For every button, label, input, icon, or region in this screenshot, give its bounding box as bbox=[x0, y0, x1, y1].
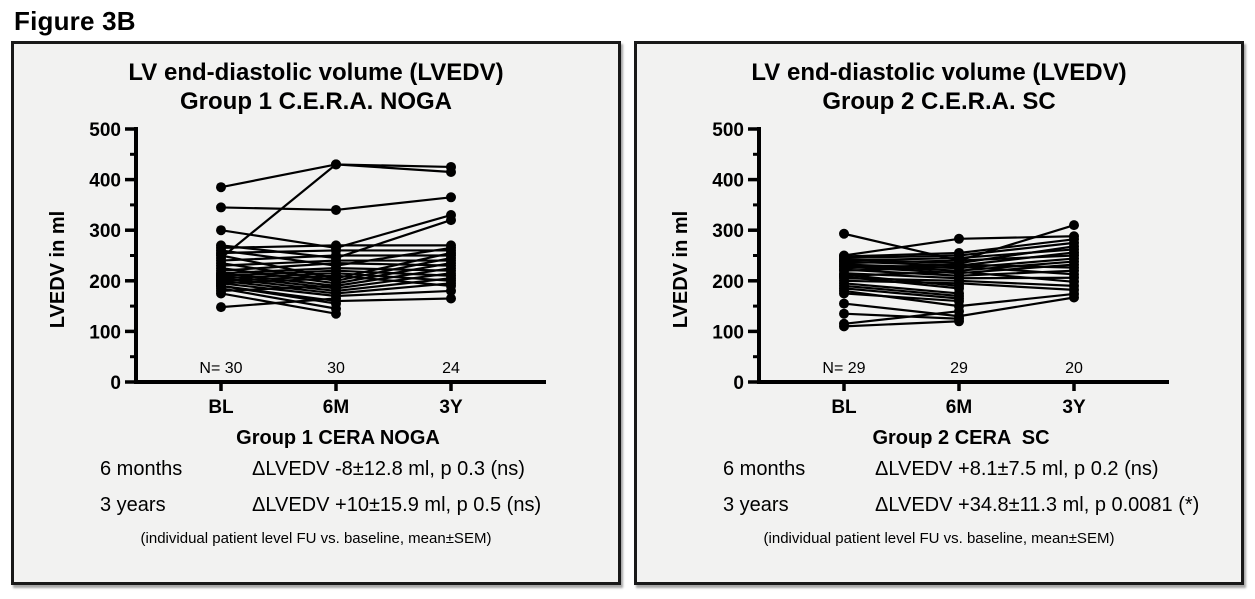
svg-text:BL: BL bbox=[208, 397, 234, 418]
stat-label: 6 months bbox=[100, 457, 183, 480]
stat-row-6-months: 6 months ΔLVEDV -8±12.8 ml, p 0.3 (ns) bbox=[100, 458, 618, 481]
svg-text:500: 500 bbox=[712, 120, 744, 141]
patient-series bbox=[839, 219, 1079, 331]
svg-text:100: 100 bbox=[89, 322, 121, 343]
svg-text:Group 2 CERA SC: Group 2 CERA SC bbox=[872, 427, 1049, 449]
svg-text:6M: 6M bbox=[323, 397, 349, 418]
stat-row-3-years: 3 years ΔLVEDV +34.8±11.3 ml, p 0.0081 (… bbox=[723, 494, 1241, 517]
stat-label: 6 months bbox=[723, 457, 806, 480]
panel-group1-title-line1: LV end-diastolic volume (LVEDV) bbox=[128, 59, 504, 86]
svg-text:0: 0 bbox=[110, 373, 121, 394]
stat-label: 3 years bbox=[723, 493, 789, 516]
svg-text:0: 0 bbox=[733, 373, 744, 394]
svg-text:BL: BL bbox=[831, 397, 857, 418]
svg-text:20: 20 bbox=[1065, 360, 1083, 377]
svg-text:300: 300 bbox=[89, 221, 121, 242]
panels-container: LV end-diastolic volume (LVEDV) Group 1 … bbox=[0, 41, 1255, 585]
panel-group2-stats: 6 months ΔLVEDV +8.1±7.5 ml, p 0.2 (ns) … bbox=[637, 458, 1241, 517]
patient-series bbox=[216, 158, 456, 319]
svg-text:Group 1 CERA NOGA: Group 1 CERA NOGA bbox=[236, 427, 440, 449]
panel-group2: LV end-diastolic volume (LVEDV) Group 2 … bbox=[634, 41, 1244, 585]
stat-value: ΔLVEDV +8.1±7.5 ml, p 0.2 (ns) bbox=[875, 457, 1159, 480]
svg-text:30: 30 bbox=[327, 360, 345, 377]
axes: 0 100 200 300 400 500 BL 6M 3Y N= 30 30 24 Group 1 C… bbox=[47, 120, 546, 449]
svg-text:24: 24 bbox=[442, 360, 460, 377]
svg-text:3Y: 3Y bbox=[1062, 397, 1086, 418]
panel-group2-footnote: (individual patient level FU vs. baselin… bbox=[763, 529, 1115, 547]
stat-row-6-months: 6 months ΔLVEDV +8.1±7.5 ml, p 0.2 (ns) bbox=[723, 458, 1241, 481]
svg-text:3Y: 3Y bbox=[439, 397, 463, 418]
svg-text:200: 200 bbox=[712, 271, 744, 292]
svg-text:LVEDV in ml: LVEDV in ml bbox=[47, 210, 69, 327]
figure-label: Figure 3B bbox=[14, 6, 136, 36]
svg-text:300: 300 bbox=[712, 221, 744, 242]
stat-value: ΔLVEDV +10±15.9 ml, p 0.5 (ns) bbox=[252, 493, 542, 516]
lvedv-spaghetti-chart-group2: 0 100 200 300 400 500 BL 6M 3Y N= 29 29 20 Group 2 C… bbox=[670, 120, 1169, 449]
panel-group1-stats: 6 months ΔLVEDV -8±12.8 ml, p 0.3 (ns) 3… bbox=[14, 458, 618, 517]
panel-group1-title-line2: Group 1 C.E.R.A. NOGA bbox=[179, 88, 452, 116]
panel-group1-title: LV end-diastolic volume (LVEDV) Group 1 … bbox=[14, 58, 618, 117]
lvedv-spaghetti-chart-group1: 0 100 200 300 400 500 BL 6M 3Y N= 30 30 24 Group 1 C… bbox=[47, 120, 546, 449]
svg-text:N= 30: N= 30 bbox=[199, 360, 242, 377]
panel-group2-title: LV end-diastolic volume (LVEDV) Group 2 … bbox=[637, 58, 1241, 117]
panel-group1: LV end-diastolic volume (LVEDV) Group 1 … bbox=[11, 41, 621, 585]
stat-label: 3 years bbox=[100, 493, 166, 516]
svg-text:400: 400 bbox=[712, 170, 744, 191]
svg-text:N= 29: N= 29 bbox=[822, 360, 865, 377]
panel-group1-footnote: (individual patient level FU vs. baselin… bbox=[140, 529, 492, 547]
svg-text:100: 100 bbox=[712, 322, 744, 343]
stat-row-3-years: 3 years ΔLVEDV +10±15.9 ml, p 0.5 (ns) bbox=[100, 494, 618, 517]
axes: 0 100 200 300 400 500 BL 6M 3Y N= 29 29 20 Group 2 C… bbox=[670, 120, 1169, 449]
svg-text:29: 29 bbox=[950, 360, 968, 377]
svg-text:6M: 6M bbox=[946, 397, 972, 418]
panel-group2-title-line1: LV end-diastolic volume (LVEDV) bbox=[751, 59, 1127, 86]
stat-value: ΔLVEDV -8±12.8 ml, p 0.3 (ns) bbox=[252, 457, 525, 480]
svg-text:500: 500 bbox=[89, 120, 121, 141]
stat-value: ΔLVEDV +34.8±11.3 ml, p 0.0081 (*) bbox=[875, 493, 1200, 516]
svg-text:400: 400 bbox=[89, 170, 121, 191]
panel-group2-title-line2: Group 2 C.E.R.A. SC bbox=[822, 88, 1056, 116]
svg-text:LVEDV in ml: LVEDV in ml bbox=[670, 210, 692, 327]
svg-text:200: 200 bbox=[89, 271, 121, 292]
